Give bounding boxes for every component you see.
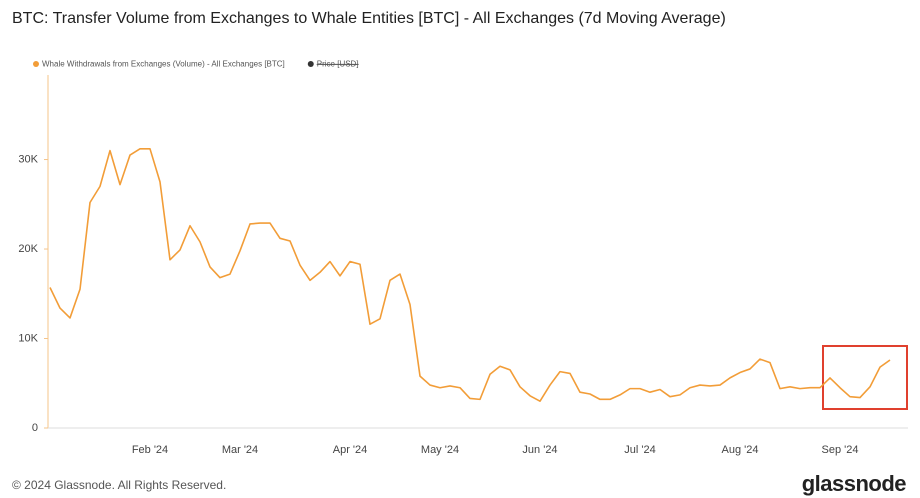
legend-marker [307,61,314,67]
x-tick-label: Jul '24 [624,444,655,456]
y-tick-label: 20K [18,243,38,255]
legend-label-hidden: Price [USD] [317,60,359,69]
x-tick-label: Sep '24 [822,444,859,456]
x-tick-label: Feb '24 [132,444,168,456]
y-tick-label: 10K [18,332,38,344]
logo: glassnode [802,471,907,496]
x-tick-label: Mar '24 [222,444,258,456]
x-tick-label: May '24 [421,444,459,456]
legend-label: Whale Withdrawals from Exchanges (Volume… [42,60,285,69]
legend-marker [33,61,39,67]
chart-title: BTC: Transfer Volume from Exchanges to W… [12,10,726,27]
y-tick-label: 0 [32,422,38,434]
series-line [49,148,891,402]
x-tick-label: Apr '24 [333,444,368,456]
x-tick-label: Jun '24 [522,444,557,456]
x-tick-label: Aug '24 [722,444,759,456]
copyright: © 2024 Glassnode. All Rights Reserved. [12,478,226,492]
y-tick-label: 30K [18,153,38,165]
highlight-box [822,345,908,410]
